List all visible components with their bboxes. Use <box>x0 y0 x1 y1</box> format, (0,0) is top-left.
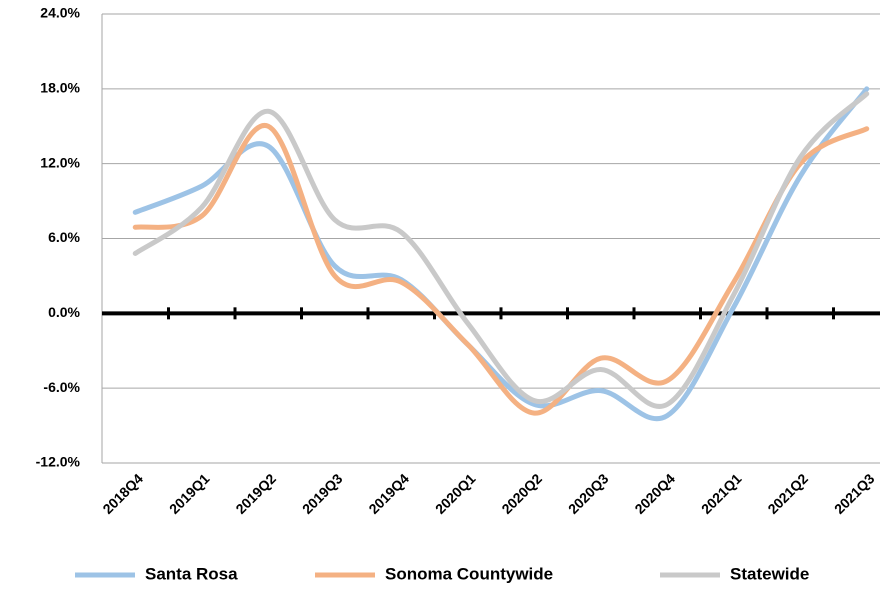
y-tick-label: 6.0% <box>48 229 80 245</box>
x-tick-label: 2019Q3 <box>299 470 346 517</box>
y-tick-label: 18.0% <box>40 80 80 96</box>
x-tick-label: 2020Q1 <box>432 470 479 517</box>
y-tick-label: -6.0% <box>43 379 80 395</box>
x-tick-label: 2020Q3 <box>565 470 612 517</box>
x-tick-label: 2018Q4 <box>99 470 146 517</box>
legend-label: Santa Rosa <box>145 564 238 583</box>
series-line <box>132 86 870 422</box>
x-tick-label: 2019Q4 <box>365 470 412 517</box>
x-tick-label: 2020Q2 <box>498 470 545 517</box>
y-tick-label: -12.0% <box>36 454 81 470</box>
x-tick-label: 2019Q1 <box>166 470 213 517</box>
series-line <box>132 91 870 409</box>
legend-label: Sonoma Countywide <box>385 564 553 583</box>
series-line <box>132 123 870 416</box>
x-tick-label: 2019Q2 <box>232 470 279 517</box>
y-tick-label: 24.0% <box>40 5 80 21</box>
y-tick-label: 12.0% <box>40 154 80 170</box>
x-tick-label: 2021Q2 <box>764 470 811 517</box>
legend-label: Statewide <box>730 564 809 583</box>
x-tick-label: 2021Q1 <box>698 470 745 517</box>
x-tick-label: 2021Q3 <box>831 470 878 517</box>
y-tick-label: 0.0% <box>48 304 80 320</box>
x-tick-label: 2020Q4 <box>631 470 678 517</box>
